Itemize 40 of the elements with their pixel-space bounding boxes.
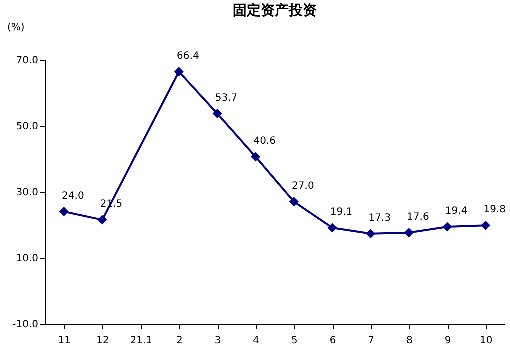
point [366,229,376,239]
y-tick-label: -10.0 [12,320,38,330]
point [212,109,222,119]
chart-title: 固定资产投资 [233,2,317,19]
data-label: 19.1 [330,206,353,218]
y-axis-title: (%) [8,22,25,34]
point [328,223,338,233]
x-tick-label: 12 [96,336,110,346]
point [481,220,491,230]
data-label: 17.6 [407,212,430,223]
x-tick-label: 5 [291,336,298,346]
data-label: 17.3 [368,212,391,224]
point [442,222,452,232]
point [289,197,299,207]
point [251,152,261,162]
x-tick-label: 9 [444,336,452,346]
x-tick-label: 4 [253,336,260,346]
data-label: 19.4 [445,206,468,217]
point [404,228,414,238]
x-tick-label: 10 [480,336,493,346]
data-label: 66.4 [177,50,200,62]
data-label: 24.0 [62,190,84,202]
y-tick-label: 30.0 [16,188,38,198]
x-tick-label: 21.1 [130,336,152,346]
y-tick-label: 50.0 [16,122,38,132]
x-tick-label: 3 [214,336,222,346]
data-label: 40.6 [254,136,276,148]
x-tick-label: 8 [406,336,413,346]
data-label: 27.0 [292,180,314,192]
y-tick-label: 70.0 [16,56,38,66]
data-label: 53.7 [215,92,238,104]
x-tick-label: 11 [58,336,72,346]
x-tick-label: 6 [330,336,336,346]
y-tick-label: 10.0 [16,254,38,264]
point [59,207,69,217]
point [98,215,108,225]
x-tick-label: 2 [176,336,183,346]
data-label: 19.8 [484,204,506,216]
point [174,67,184,77]
x-tick-label: 7 [368,336,375,346]
